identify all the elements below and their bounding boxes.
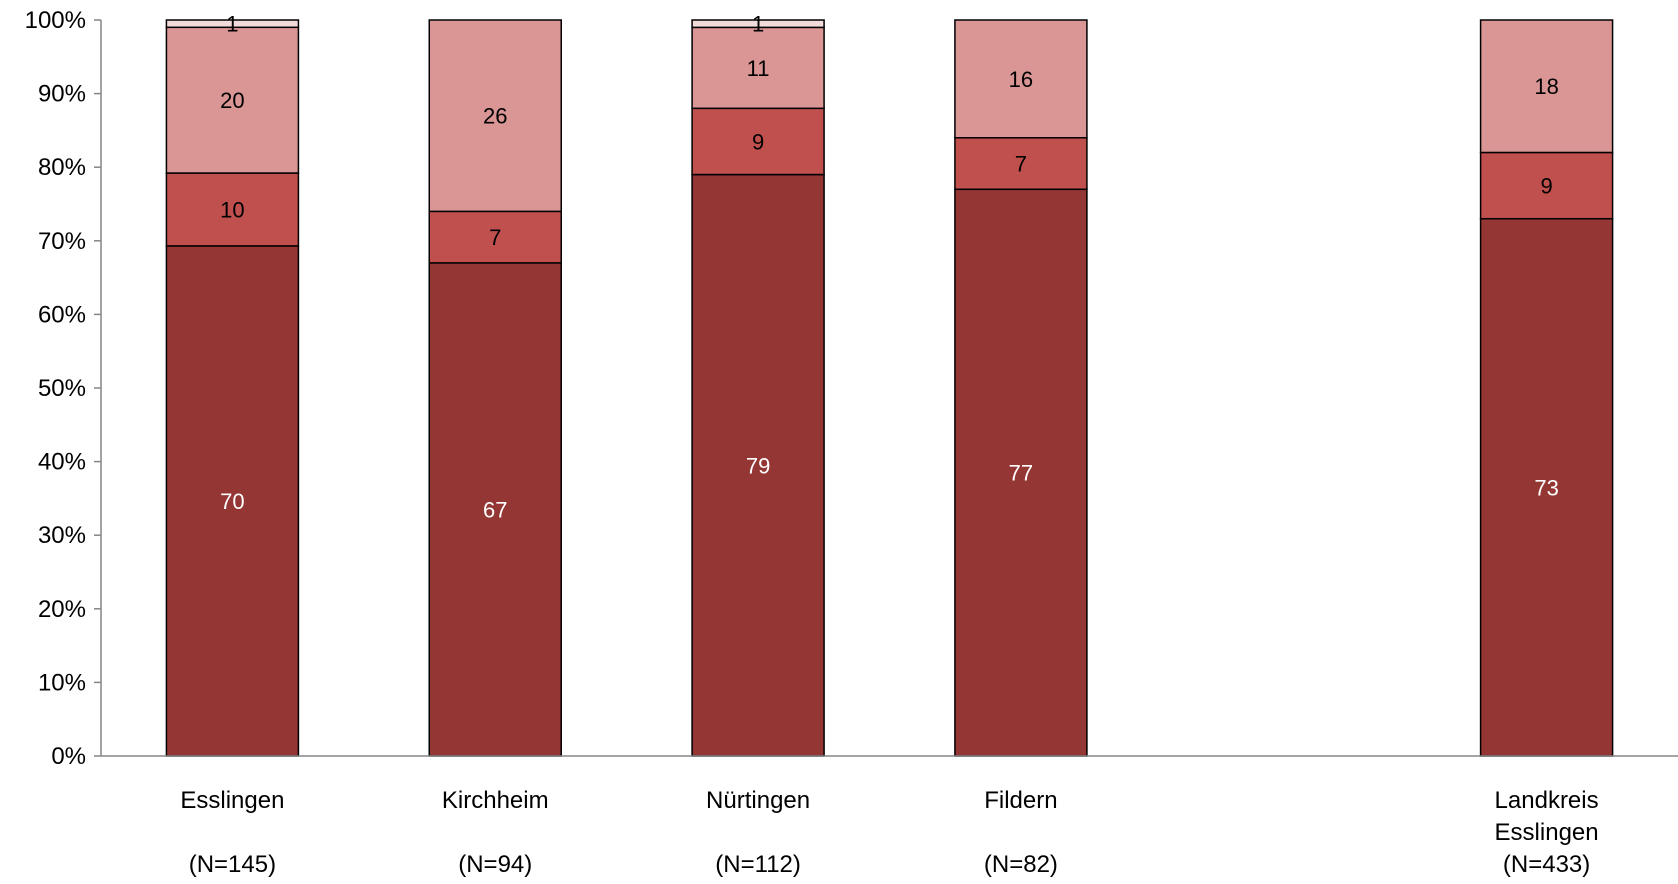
x-category-label: Nürtingen <box>706 787 810 814</box>
y-tick-label: 60% <box>38 301 86 328</box>
y-tick-label: 0% <box>51 743 86 770</box>
data-label: 7 <box>1015 152 1027 177</box>
y-axis: 0% 10% 20% 30% 40% 50% 60% 70% 80% 90% 100% <box>25 7 102 770</box>
data-label: 73 <box>1534 475 1558 500</box>
bar-segment <box>691 173 825 757</box>
x-category-label: (N=82) <box>984 851 1058 878</box>
bar-segment <box>954 137 1088 191</box>
x-category-label: (N=112) <box>715 851 801 878</box>
bar-segment <box>428 210 562 264</box>
x-category-label: Fildern <box>984 787 1057 814</box>
data-label: 18 <box>1534 74 1558 99</box>
x-category-label: (N=433) <box>1503 851 1590 878</box>
x-axis: Esslingen (N=145) Kirchheim (N=94) Nürtingen… <box>101 755 1678 878</box>
bar-segment <box>954 188 1088 757</box>
bar-segment <box>165 245 300 757</box>
y-tick-label: 10% <box>38 669 86 696</box>
bar-segment <box>691 19 825 29</box>
data-label: 9 <box>1540 174 1552 199</box>
bar-segment <box>954 19 1088 139</box>
bar-segment <box>1479 217 1614 757</box>
x-category-label: (N=94) <box>458 851 532 878</box>
y-tick-label: 40% <box>38 449 86 476</box>
data-label: 16 <box>1009 67 1033 92</box>
y-tick-label: 100% <box>25 7 86 34</box>
x-category-label: Kirchheim <box>442 787 549 814</box>
data-label: 11 <box>747 56 770 81</box>
data-label: 10 <box>220 197 244 222</box>
bar-segment <box>428 19 562 213</box>
bar-segment <box>691 26 825 110</box>
x-category-label: Landkreis <box>1495 787 1599 814</box>
data-label: 20 <box>220 88 244 113</box>
y-tick-label: 70% <box>38 228 86 255</box>
bar-segment <box>691 107 825 176</box>
data-label: 26 <box>483 104 507 129</box>
bar-segment <box>1479 19 1614 154</box>
y-tick-label: 20% <box>38 596 86 623</box>
data-label: 79 <box>746 453 770 478</box>
x-category-label: (N=145) <box>189 851 276 878</box>
data-label: 77 <box>1009 461 1033 486</box>
y-tick-label: 90% <box>38 81 86 108</box>
y-tick-label: 80% <box>38 154 86 181</box>
y-tick-label: 30% <box>38 522 86 549</box>
bar-segment <box>165 19 300 29</box>
bar-segment <box>1479 151 1614 220</box>
data-label: 9 <box>752 129 764 154</box>
x-category-label: Esslingen <box>1495 819 1599 846</box>
y-tick-label: 50% <box>38 375 86 402</box>
data-label: 67 <box>483 497 507 522</box>
data-label: 1 <box>752 12 764 37</box>
data-label: 70 <box>220 489 244 514</box>
x-category-label: Esslingen <box>180 787 284 814</box>
data-label: 1 <box>226 12 238 37</box>
data-label: 7 <box>489 225 501 250</box>
